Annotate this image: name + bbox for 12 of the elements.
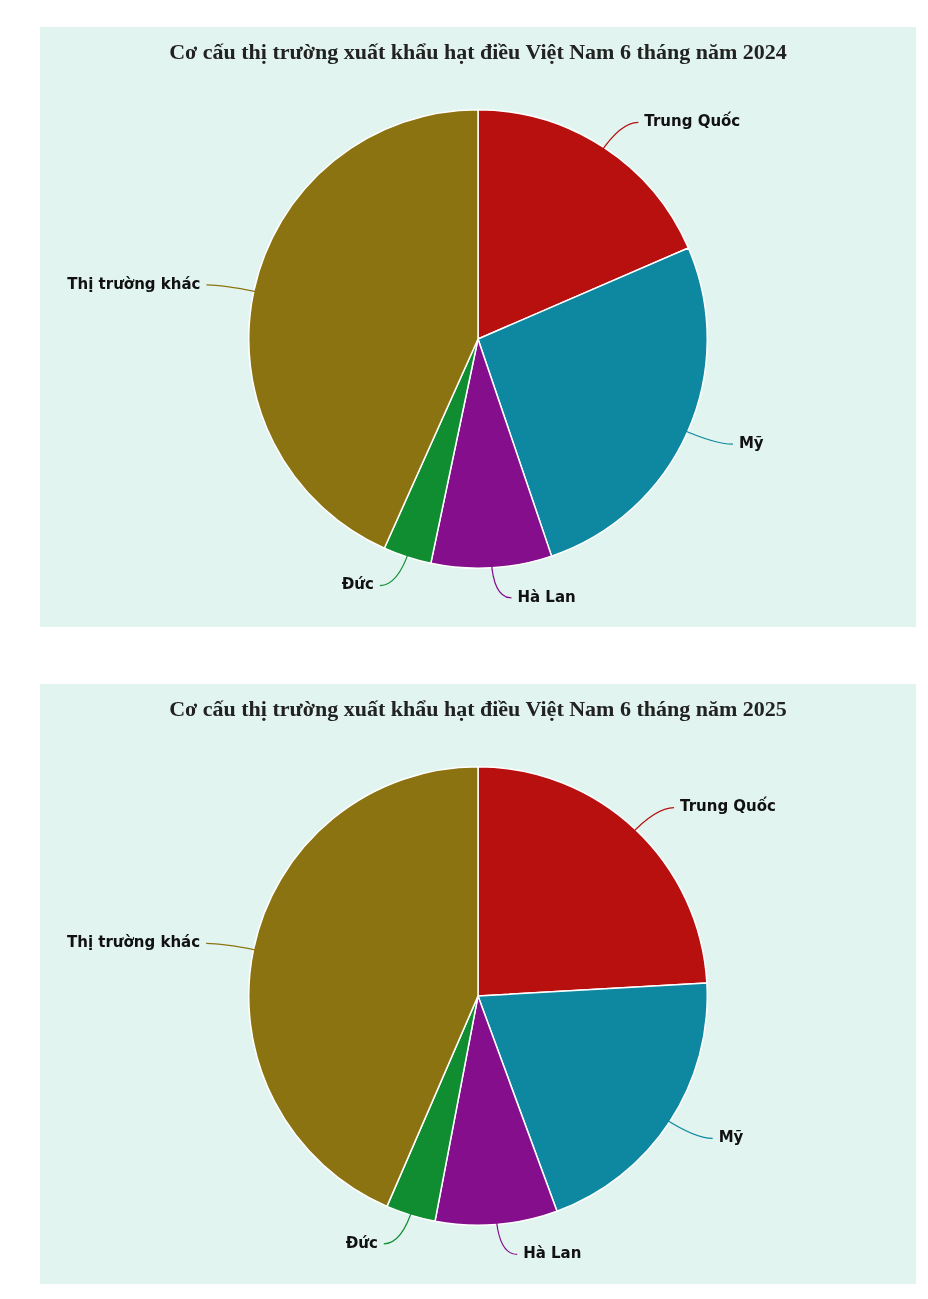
slice-label: Thị trường khác bbox=[67, 274, 201, 293]
slice-label: Hà Lan bbox=[517, 587, 576, 606]
chart-title: Cơ cấu thị trường xuất khẩu hạt điều Việt Nam 6 tháng năm 2025 bbox=[168, 696, 788, 723]
slice-label: Đức bbox=[345, 1233, 378, 1252]
slice-label: Mỹ bbox=[718, 1128, 744, 1147]
chart-title: Cơ cấu thị trường xuất khẩu hạt điều Việt Nam 6 tháng năm 2024 bbox=[168, 39, 788, 66]
slice-label: Đức bbox=[341, 575, 374, 594]
slice-label: Thị trường khác bbox=[67, 933, 201, 952]
slice-label: Trung Quốc bbox=[680, 796, 776, 816]
slice-label: Mỹ bbox=[738, 434, 764, 453]
slice-label: Trung Quốc bbox=[644, 111, 741, 131]
slice-label: Hà Lan bbox=[523, 1244, 582, 1263]
